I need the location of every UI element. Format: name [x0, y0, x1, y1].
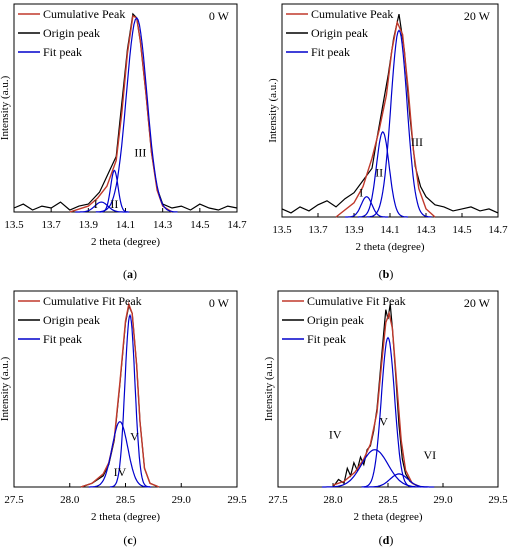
x-tick-label: 14.1	[380, 224, 399, 236]
series-cumulative-fit-peak	[80, 301, 160, 488]
panel-c: 27.5 28.0 28.5 29.0 29.5 2 theta (degree) Inte…	[0, 290, 247, 523]
legend-entry: Cumulative Fit Peak	[307, 294, 406, 308]
series-cumulative-fit-peak	[332, 310, 422, 488]
legend-entry: Fit peak	[307, 332, 346, 346]
x-tick-label: 13.9	[344, 224, 364, 236]
x-tick-label: 14.7	[488, 224, 508, 236]
series-cumulative-peak	[335, 19, 436, 218]
series-fit-peak-iii	[366, 29, 432, 218]
series-origin-peak	[332, 304, 422, 488]
series-fit-peak-v	[361, 336, 415, 488]
series-fit-peak-i	[345, 196, 389, 218]
x-tick-label: 13.9	[79, 219, 99, 231]
legend-entry: Origin peak	[43, 313, 100, 327]
y-axis-label: Intensity (a.u.)	[0, 75, 11, 140]
panel-a: 13.5 13.7 13.9 14.1 14.3 14.5 14.7 2 theta (deg…	[0, 3, 247, 248]
panel-label-c: (c)	[123, 533, 136, 547]
x-tick-label: 13.5	[4, 219, 24, 231]
series-fit-peak-v	[109, 313, 150, 488]
x-axis-label: 2 theta (degree)	[353, 511, 422, 523]
peak-annotation: I	[359, 186, 363, 200]
peak-annotation: V	[379, 414, 388, 428]
series-fit-peak-ii	[357, 130, 408, 218]
x-tick-label: 28.0	[60, 494, 80, 506]
peak-annotation: VI	[423, 448, 436, 462]
x-axis-label: 2 theta (degree)	[355, 241, 424, 253]
legend-entry: Origin peak	[43, 26, 100, 40]
power-label: 0 W	[209, 9, 230, 23]
x-axis-label: 2 theta (degree)	[91, 236, 160, 248]
x-axis-label: 2 theta (degree)	[91, 511, 160, 523]
peak-annotation: III	[134, 146, 146, 160]
series-fit-peak-i	[75, 201, 128, 213]
x-tick-label: 29.5	[227, 494, 247, 506]
x-tick-label: 13.7	[308, 224, 328, 236]
legend-entry: Cumulative Peak	[43, 7, 125, 21]
y-axis-label: Intensity (a.u.)	[0, 356, 11, 421]
panel-label-a: (a)	[123, 267, 137, 281]
y-axis-label: Intensity (a.u.)	[263, 356, 275, 421]
peak-annotation: I	[94, 197, 98, 211]
legend-entry: Fit peak	[43, 332, 82, 346]
peak-annotation: V	[130, 429, 139, 443]
series-fit-peak-iii	[95, 16, 178, 213]
x-tick-label: 14.5	[190, 219, 210, 231]
power-label: 0 W	[209, 296, 230, 310]
x-tick-label: 14.3	[153, 219, 173, 231]
x-tick-label: 29.0	[433, 494, 453, 506]
x-tick-label: 28.5	[116, 494, 136, 506]
series-fit-peak-vi	[363, 473, 435, 488]
peak-annotation: II	[110, 197, 118, 211]
legend-entry: Fit peak	[311, 45, 350, 59]
y-axis-label: Intensity (a.u.)	[267, 78, 279, 143]
legend-entry: Fit peak	[43, 45, 82, 59]
power-label: 20 W	[464, 296, 491, 310]
panel-label-b: (b)	[379, 267, 394, 281]
peak-annotation: III	[411, 135, 423, 149]
power-label: 20 W	[464, 9, 491, 23]
x-tick-label: 14.7	[227, 219, 247, 231]
legend-entry: Origin peak	[307, 313, 364, 327]
peak-annotation: IV	[114, 465, 127, 479]
legend-entry: Cumulative Fit Peak	[43, 294, 142, 308]
legend-entry: Cumulative Peak	[311, 7, 393, 21]
panel-label-d: (d)	[379, 533, 394, 547]
x-tick-label: 27.5	[4, 494, 24, 506]
x-tick-label: 14.3	[416, 224, 436, 236]
legend-entry: Origin peak	[311, 26, 368, 40]
x-tick-label: 13.5	[272, 224, 292, 236]
x-tick-label: 27.5	[268, 494, 288, 506]
series-fit-peak-iv	[88, 421, 152, 488]
panel-b: 13.5 13.7 13.9 14.1 14.3 14.5 14.7 2 theta (deg…	[267, 3, 508, 253]
panel-d: 27.5 28.0 28.5 29.0 29.5 2 theta (degree) Inte…	[263, 290, 508, 523]
x-tick-label: 29.5	[488, 494, 508, 506]
x-tick-label: 28.0	[323, 494, 343, 506]
peak-annotation: II	[375, 165, 383, 179]
series-origin-peak	[13, 12, 238, 211]
x-tick-label: 14.5	[452, 224, 472, 236]
x-tick-label: 28.5	[378, 494, 398, 506]
x-tick-label: 29.0	[172, 494, 192, 506]
x-tick-label: 13.7	[42, 219, 62, 231]
x-tick-label: 14.1	[116, 219, 135, 231]
peak-annotation: IV	[329, 427, 342, 441]
